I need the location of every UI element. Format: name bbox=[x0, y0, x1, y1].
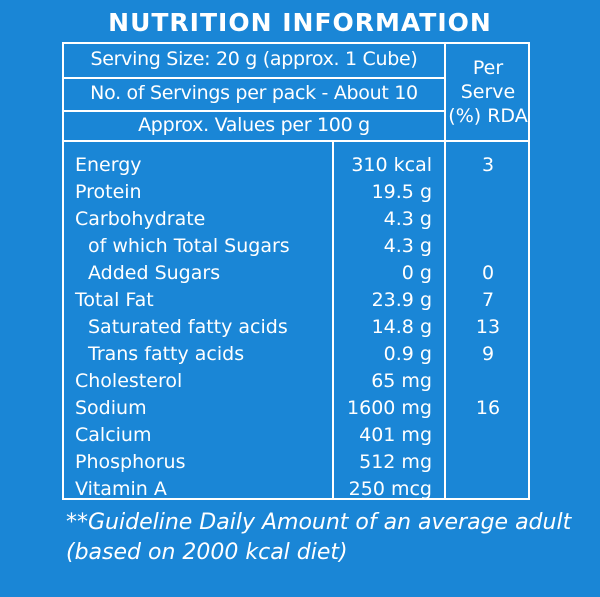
footnote: **Guideline Daily Amount of an average a… bbox=[66, 508, 596, 568]
footnote-line2: (based on 2000 kcal diet) bbox=[66, 540, 348, 565]
nutrient-value: 65 mg bbox=[371, 370, 432, 392]
nutrient-name: Energy bbox=[75, 154, 142, 176]
nutrient-rda: 3 bbox=[481, 154, 495, 176]
table-row: Sodium 1600 mg 16 bbox=[0, 395, 600, 422]
nutrient-rda: 0 bbox=[481, 262, 495, 284]
rda-header-line2: Serve bbox=[460, 81, 516, 103]
panel-title: NUTRITION INFORMATION bbox=[108, 8, 492, 37]
table-row: Saturated fatty acids 14.8 g 13 bbox=[0, 314, 600, 341]
header-divider-1 bbox=[62, 77, 446, 79]
nutrition-table-frame bbox=[62, 42, 530, 500]
nutrient-name: Trans fatty acids bbox=[88, 343, 245, 365]
table-row: Energy 310 kcal 3 bbox=[0, 152, 600, 179]
header-bottom-line bbox=[62, 140, 530, 142]
nutrient-rda: 9 bbox=[481, 343, 495, 365]
nutrient-name: Carbohydrate bbox=[75, 208, 206, 230]
servings-per-pack: No. of Servings per pack - About 10 bbox=[90, 82, 418, 104]
table-row: Trans fatty acids 0.9 g 9 bbox=[0, 341, 600, 368]
serving-size: Serving Size: 20 g (approx. 1 Cube) bbox=[90, 48, 418, 70]
nutrient-value: 4.3 g bbox=[383, 235, 432, 257]
nutrient-value: 23.9 g bbox=[371, 289, 432, 311]
values-per-100g: Approx. Values per 100 g bbox=[138, 114, 370, 136]
nutrient-name: of which Total Sugars bbox=[88, 235, 290, 257]
nutrient-name: Cholesterol bbox=[75, 370, 183, 392]
nutrient-rda: 7 bbox=[481, 289, 495, 311]
table-row: Cholesterol 65 mg bbox=[0, 368, 600, 395]
nutrient-name: Calcium bbox=[75, 424, 152, 446]
nutrient-name: Protein bbox=[75, 181, 142, 203]
nutrient-value: 401 mg bbox=[359, 424, 432, 446]
rda-column-divider bbox=[444, 42, 446, 500]
nutrient-value: 1600 mg bbox=[347, 397, 432, 419]
nutrient-name: Total Fat bbox=[75, 289, 154, 311]
nutrient-value: 250 mcg bbox=[348, 478, 432, 500]
table-row: Added Sugars 0 g 0 bbox=[0, 260, 600, 287]
table-row: Calcium 401 mg bbox=[0, 422, 600, 449]
table-row: Protein 19.5 g bbox=[0, 179, 600, 206]
nutrient-value: 310 kcal bbox=[351, 154, 432, 176]
table-row: Total Fat 23.9 g 7 bbox=[0, 287, 600, 314]
rda-header: Per Serve (%) RDA bbox=[446, 56, 530, 128]
nutrient-rda: 16 bbox=[475, 397, 501, 419]
table-row: Carbohydrate 4.3 g bbox=[0, 206, 600, 233]
footnote-line1: **Guideline Daily Amount of an average a… bbox=[66, 510, 572, 535]
nutrient-rda: 13 bbox=[475, 316, 501, 338]
table-row: Vitamin A 250 mcg bbox=[0, 476, 600, 503]
nutrient-value: 4.3 g bbox=[383, 208, 432, 230]
nutrient-name: Phosphorus bbox=[75, 451, 186, 473]
value-column-divider bbox=[332, 140, 334, 500]
nutrient-name: Sodium bbox=[75, 397, 147, 419]
table-row: of which Total Sugars 4.3 g bbox=[0, 233, 600, 260]
nutrient-value: 19.5 g bbox=[371, 181, 432, 203]
nutrient-value: 0 g bbox=[401, 262, 432, 284]
nutrient-value: 14.8 g bbox=[371, 316, 432, 338]
nutrient-name: Saturated fatty acids bbox=[88, 316, 288, 338]
nutrient-value: 0.9 g bbox=[383, 343, 432, 365]
nutrient-name: Vitamin A bbox=[75, 478, 167, 500]
rda-header-line3: (%) RDA bbox=[448, 105, 528, 127]
nutrient-name: Added Sugars bbox=[88, 262, 221, 284]
nutrient-value: 512 mg bbox=[359, 451, 432, 473]
rda-header-line1: Per bbox=[472, 57, 504, 79]
table-row: Phosphorus 512 mg bbox=[0, 449, 600, 476]
header-divider-2 bbox=[62, 110, 446, 112]
